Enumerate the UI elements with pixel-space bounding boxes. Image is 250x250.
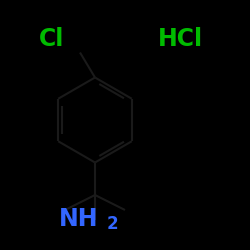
Text: HCl: HCl (158, 27, 202, 51)
Text: Cl: Cl (38, 27, 64, 51)
Text: NH: NH (59, 207, 99, 231)
Text: 2: 2 (107, 215, 118, 233)
